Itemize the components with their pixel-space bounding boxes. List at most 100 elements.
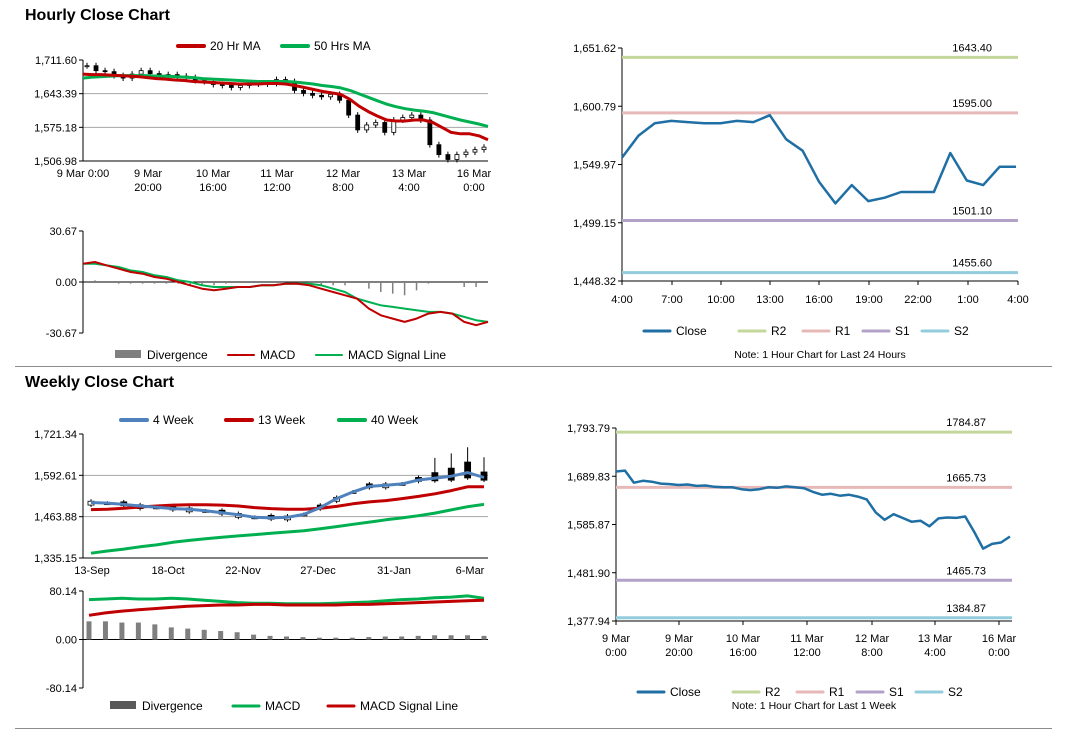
hourly-candle-body — [427, 119, 433, 146]
weekly-macd-divergence-bar — [168, 627, 174, 640]
weekly-levels-xtick-label: 13 Mar 4:00 — [918, 633, 953, 659]
hourly-levels-ytick-label: 1,651.62 — [573, 43, 616, 55]
hourly-candle-body — [472, 149, 478, 153]
hourly-price-ytick-label: 1,575.18 — [34, 122, 77, 134]
hourly-levels-ytick-label: 1,549.97 — [573, 160, 616, 172]
hourly-price-xtick-label: 13 Mar 4:00 — [392, 168, 427, 194]
weekly-price-xtick-label: 6-Mar — [456, 565, 485, 577]
hourly-macd-legend-macd-label: MACD — [260, 348, 296, 362]
hourly-levels-note: Note: 1 Hour Chart for Last 24 Hours — [734, 349, 906, 361]
hourly-levels-xtick-label: 4:00 — [1007, 294, 1028, 306]
hourly-levels-xtick-label: 4:00 — [611, 294, 632, 306]
hourly-candle-body — [355, 114, 361, 131]
weekly-levels-xtick-label: 9 Mar 0:00 — [602, 633, 630, 659]
weekly-macd-ytick-label: 80.14 — [49, 586, 77, 598]
weekly-macd-divergence-bar — [465, 635, 471, 640]
hourly-macd-ytick-label: 30.67 — [49, 226, 77, 238]
section-divider — [15, 366, 1052, 367]
weekly-macd-divergence-bar — [185, 628, 191, 640]
weekly-levels-note: Note: 1 Hour Chart for Last 1 Week — [732, 700, 897, 712]
weekly-macd-divergence-bar — [300, 637, 306, 640]
bottom-divider — [15, 728, 1052, 729]
hourly-levels-xtick-label: 1:00 — [957, 294, 978, 306]
weekly-macd-legend-divergence-label: Divergence — [142, 699, 203, 713]
hourly-levels-xtick-label: 10:00 — [707, 294, 735, 306]
weekly-macd-divergence-bar — [399, 636, 405, 640]
weekly-levels-level-s2-label: 1384.87 — [946, 603, 986, 615]
weekly-macd-legend-divergence-swatch — [110, 701, 136, 709]
weekly-ma4-line — [90, 471, 485, 520]
hourly-levels-level-s2-label: 1455.60 — [952, 258, 992, 270]
hourly-candle-body — [346, 99, 352, 116]
weekly-candle-body — [464, 461, 472, 479]
hourly-candle-body — [409, 114, 415, 118]
hourly-ma50-line — [82, 74, 489, 128]
weekly-macd-divergence-bar — [349, 637, 355, 640]
weekly-levels-level-r2-label: 1784.87 — [946, 417, 986, 429]
weekly-macd-divergence-bar — [251, 634, 257, 640]
hourly-candle-body — [237, 85, 243, 88]
weekly-legend-13week-label: 13 Week — [258, 413, 306, 427]
hourly-candle-body — [84, 65, 90, 68]
hourly-legend-ma20-label: 20 Hr MA — [210, 39, 261, 53]
hourly-price-xtick-label: 12 Mar 8:00 — [326, 168, 361, 194]
weekly-levels-xtick-label: 9 Mar 20:00 — [665, 633, 693, 659]
hourly-candle-body — [319, 94, 324, 98]
hourly-candle-body — [382, 122, 388, 133]
hourly-macd-ytick-label: 0.00 — [56, 277, 77, 289]
weekly-price-ytick-label: 1,721.34 — [34, 429, 77, 441]
hourly-macd-legend-signal-label: MACD Signal Line — [348, 348, 446, 362]
hourly-candle-body — [463, 151, 469, 155]
weekly-levels-legend-r2-label: R2 — [765, 685, 781, 699]
hourly-levels-legend-close-label: Close — [676, 324, 707, 338]
hourly-levels-legend-r2-label: R2 — [771, 324, 787, 338]
hourly-candle-body — [310, 92, 315, 96]
weekly-legend-4week-label: 4 Week — [153, 413, 194, 427]
weekly-macd-divergence-bar — [234, 632, 240, 640]
hourly-levels-level-r2-label: 1643.40 — [952, 42, 992, 54]
hourly-levels-legend-s2-label: S2 — [954, 324, 969, 338]
weekly-macd-divergence-bar — [135, 622, 141, 640]
hourly-levels-legend-s1-label: S1 — [895, 324, 910, 338]
weekly-price-ytick-label: 1,463.88 — [34, 512, 77, 524]
hourly-levels-xtick-label: 19:00 — [855, 294, 883, 306]
hourly-price-xtick-label: 9 Mar 0:00 — [57, 168, 110, 180]
hourly-ma20-line — [82, 72, 489, 142]
weekly-levels-legend-close-label: Close — [670, 685, 701, 699]
weekly-levels-xtick-label: 11 Mar 12:00 — [790, 633, 824, 659]
hourly-candle-body — [102, 70, 108, 73]
weekly-macd-divergence-bar — [267, 635, 273, 640]
weekly-macd-legend-macd-label: MACD — [265, 699, 301, 713]
weekly-levels-xtick-label: 12 Mar 8:00 — [855, 633, 890, 659]
weekly-macd-legend-signal-label: MACD Signal Line — [360, 699, 458, 713]
hourly-macd-ytick-label: -30.67 — [46, 328, 77, 340]
hourly-price-xtick-label: 10 Mar 16:00 — [196, 168, 231, 194]
weekly-macd-divergence-bar — [481, 635, 487, 640]
weekly-macd-divergence-bar — [366, 637, 372, 640]
weekly-levels-level-r1-label: 1665.73 — [946, 472, 986, 484]
weekly-levels-ytick-label: 1,689.83 — [567, 471, 610, 483]
weekly-price-xtick-label: 22-Nov — [225, 565, 261, 577]
weekly-price-xtick-label: 27-Dec — [300, 565, 336, 577]
hourly-price-ytick-label: 1,643.39 — [34, 89, 77, 101]
hourly-price-ytick-label: 1,711.60 — [35, 55, 77, 67]
hourly-candle-body — [454, 154, 460, 160]
weekly-macd-divergence-bar — [152, 624, 158, 640]
weekly-macd-divergence-bar — [432, 635, 438, 640]
hourly-macd-legend-divergence-label: Divergence — [147, 348, 208, 362]
weekly-levels-ytick-label: 1,793.79 — [567, 423, 610, 435]
hourly-levels-xtick-label: 7:00 — [661, 294, 682, 306]
weekly-macd-divergence-bar — [448, 635, 454, 640]
hourly-price-ytick-label: 1,506.98 — [34, 156, 77, 168]
weekly-levels-xtick-label: 10 Mar 16:00 — [726, 633, 761, 659]
weekly-ma40-line — [90, 502, 485, 555]
hourly-price-xtick-label: 9 Mar 20:00 — [134, 168, 162, 194]
hourly-levels-xtick-label: 13:00 — [756, 294, 784, 306]
hourly-levels-legend-r1-label: R1 — [835, 324, 851, 338]
weekly-legend-40week-label: 40 Week — [371, 413, 419, 427]
weekly-macd-divergence-bar — [333, 637, 339, 640]
hourly-candle-body — [138, 70, 144, 75]
weekly-levels-ytick-label: 1,481.90 — [567, 568, 610, 580]
weekly-levels-ytick-label: 1,585.87 — [567, 520, 610, 532]
